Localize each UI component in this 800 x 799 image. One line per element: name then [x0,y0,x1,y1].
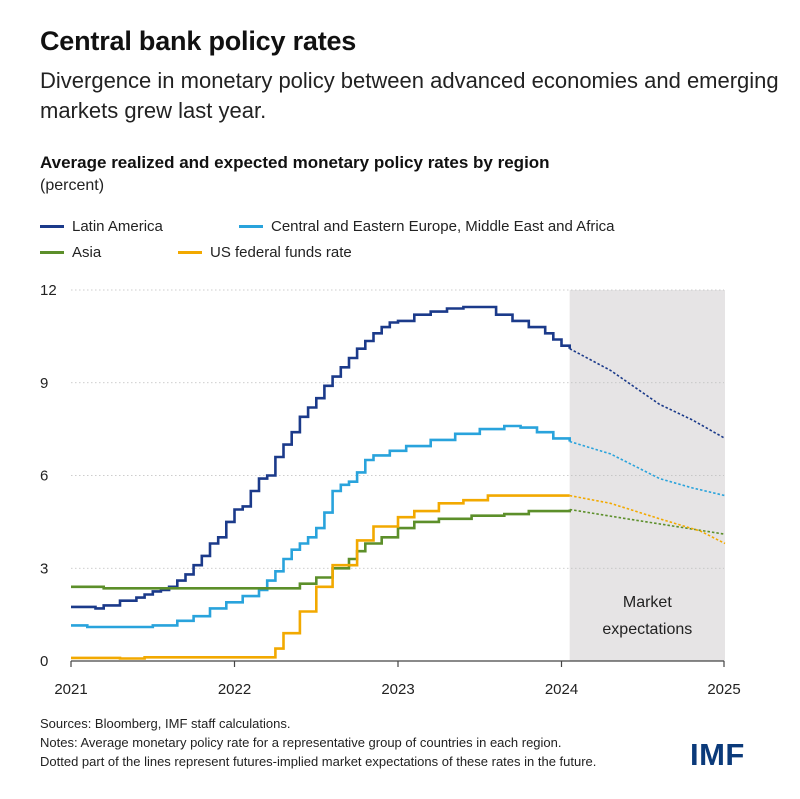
line-chart: 0 3 6 9 12 2021 2022 2023 2024 2025 Market expect… [40,282,741,698]
page-subtitle: Divergence in monetary policy between ad… [40,68,779,123]
forecast-line-latin-america [569,347,726,440]
legend-label-us-fed: US federal funds rate [210,244,352,261]
legend-label-asia: Asia [72,244,102,261]
legend-item-us-fed: US federal funds rate [178,244,352,261]
legend-swatch-us-fed [178,251,202,254]
series-line-us-federal-funds-rate [71,494,570,660]
notes-line-2: Dotted part of the lines represent futur… [40,754,597,769]
x-tick-label-2021: 2021 [54,681,87,698]
y-tick-label-9: 9 [40,375,48,392]
series-lines [71,305,726,660]
sources-text: Sources: Bloomberg, IMF staff calculatio… [40,716,291,731]
shade-label-market: Market [623,594,672,611]
axes: 0 3 6 9 12 2021 2022 2023 2024 2025 [40,282,741,698]
legend-item-latin-america: Latin America [40,218,163,235]
grid-lines [71,289,724,569]
notes-line-1: Notes: Average monetary policy rate for … [40,735,562,750]
legend-swatch-ceemea [239,225,263,228]
x-tick-label-2023: 2023 [381,681,414,698]
x-tick-label-2022: 2022 [218,681,251,698]
chart-unit: (percent) [40,177,105,194]
footer-notes: Sources: Bloomberg, IMF staff calculatio… [40,714,700,771]
forecast-line-central-and-eastern-europe-middle-east-and-africa [569,440,726,497]
forecast-line-us-federal-funds-rate [569,494,726,545]
legend-item-asia: Asia [40,244,101,261]
legend-item-ceemea: Central and Eastern Europe, Middle East … [239,218,615,235]
legend-label-ceemea: Central and Eastern Europe, Middle East … [271,218,615,235]
x-tick-label-2024: 2024 [545,681,578,698]
legend-swatch-latin-america [40,225,64,228]
legend-swatch-asia [40,251,64,254]
y-tick-label-12: 12 [40,282,57,299]
series-line-asia [71,509,571,590]
legend-label-latin-america: Latin America [72,218,163,235]
series-line-central-and-eastern-europe-middle-east-and-africa [71,424,571,629]
imf-logo: IMF [690,737,745,772]
x-tick-label-2025: 2025 [707,681,740,698]
y-tick-label-3: 3 [40,560,48,577]
page-title: Central bank policy rates [40,26,357,56]
series-line-latin-america [71,305,571,610]
shade-label-expectations: expectations [602,621,692,638]
y-tick-label-0: 0 [40,653,48,670]
y-tick-label-6: 6 [40,468,48,485]
chart-title: Average realized and expected monetary p… [40,153,550,172]
